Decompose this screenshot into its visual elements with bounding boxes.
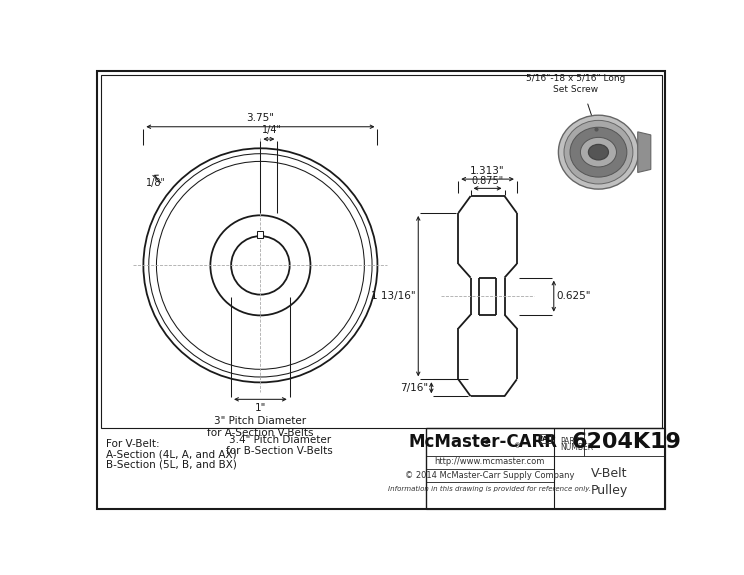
Text: NUMBER: NUMBER: [561, 443, 594, 453]
Text: http://www.mcmaster.com: http://www.mcmaster.com: [434, 457, 545, 466]
Text: 1": 1": [254, 403, 266, 413]
Text: 1.313": 1.313": [470, 166, 505, 176]
Ellipse shape: [589, 144, 609, 160]
Text: 6204K19: 6204K19: [571, 432, 681, 452]
Text: CAD: CAD: [537, 436, 554, 442]
Text: V-Belt: V-Belt: [591, 467, 627, 480]
Ellipse shape: [564, 120, 633, 184]
Text: © 2014 McMaster-Carr Supply Company: © 2014 McMaster-Carr Supply Company: [405, 471, 574, 480]
Text: 3" Pitch Diameter
for A-Section V-Belts: 3" Pitch Diameter for A-Section V-Belts: [207, 416, 314, 438]
Ellipse shape: [570, 127, 627, 177]
Text: 1/4": 1/4": [262, 125, 282, 135]
Text: McMaster-CARR: McMaster-CARR: [408, 432, 557, 451]
Text: 0.875": 0.875": [472, 176, 504, 186]
Polygon shape: [638, 132, 651, 172]
Text: 7/16": 7/16": [400, 383, 429, 393]
Text: A-Section (4L, A, and AX): A-Section (4L, A, and AX): [106, 450, 237, 459]
Text: PART: PART: [561, 437, 580, 446]
Text: 0.625": 0.625": [557, 291, 591, 301]
Text: Pulley: Pulley: [591, 485, 628, 497]
Text: For V-Belt:: For V-Belt:: [106, 439, 159, 449]
Bar: [101, 75, 661, 428]
Text: 3.75": 3.75": [246, 113, 275, 123]
Bar: [257, 231, 263, 239]
Text: ®: ®: [483, 437, 490, 446]
Text: 1/8": 1/8": [146, 178, 166, 188]
Text: 1 13/16": 1 13/16": [371, 291, 415, 301]
Bar: [540, 434, 551, 443]
Ellipse shape: [559, 115, 638, 189]
Text: 5/16"-18 x 5/16" Long
Set Screw: 5/16"-18 x 5/16" Long Set Screw: [526, 74, 625, 94]
Text: 3.4" Pitch Diameter
for B-Section V-Belts: 3.4" Pitch Diameter for B-Section V-Belt…: [226, 435, 333, 457]
Ellipse shape: [580, 137, 617, 167]
Text: B-Section (5L, B, and BX): B-Section (5L, B, and BX): [106, 459, 237, 469]
Text: Information in this drawing is provided for reference only.: Information in this drawing is provided …: [388, 486, 591, 492]
Text: ®: ®: [514, 443, 521, 449]
